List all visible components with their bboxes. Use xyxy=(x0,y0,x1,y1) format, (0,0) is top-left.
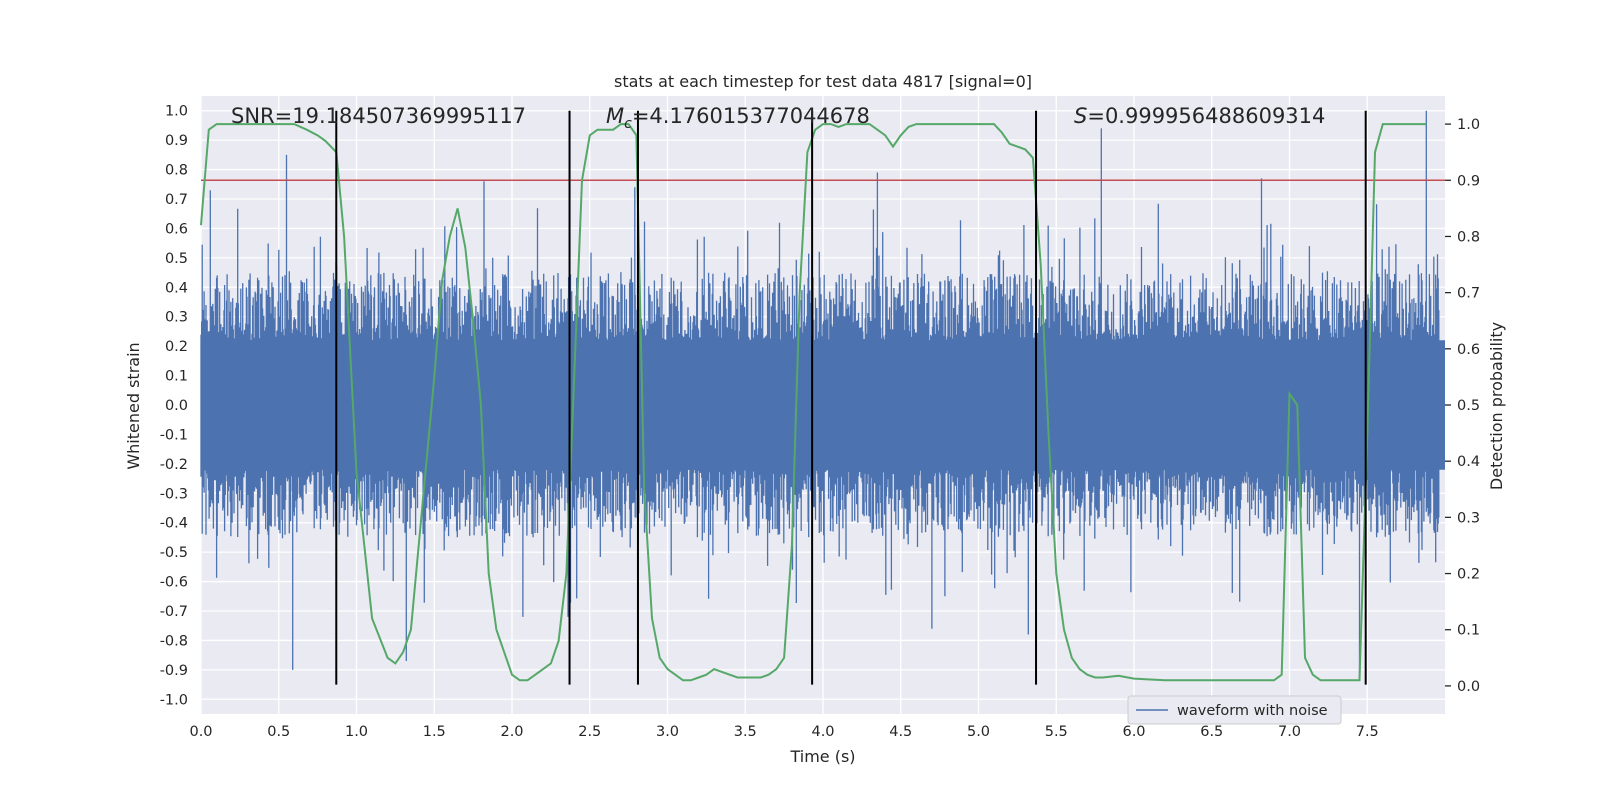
y-left-tick-label: 0.7 xyxy=(165,192,188,208)
y-left-tick-label: -0.1 xyxy=(160,427,188,443)
y-right-tick-label: 0.4 xyxy=(1457,454,1480,470)
x-axis-ticks: 0.0 0.5 1.0 1.5 2.0 2.5 3.0 3.5 4.0 4.5 5.0 5.5 6.0 6… xyxy=(189,724,1378,740)
legend: waveform with noise xyxy=(1127,695,1342,725)
chart-title: stats at each timestep for test data 481… xyxy=(614,72,1032,91)
s-symbol: S xyxy=(1074,104,1087,128)
y-left-axis-ticks: 1.0 0.9 0.8 0.7 0.6 0.5 0.4 0.3 0.2 0.1 0.0 -0.1 -0.… xyxy=(160,104,188,709)
y-left-tick-label: -0.3 xyxy=(160,486,188,502)
y-right-tick-label: 0.8 xyxy=(1457,229,1480,245)
x-tick-label: 1.0 xyxy=(345,724,368,740)
waveform-line xyxy=(200,110,1440,679)
x-tick-label: 7.5 xyxy=(1356,724,1379,740)
y-left-tick-label: 0.3 xyxy=(165,310,188,326)
snr-annotation: SNR=19.184507369995117 xyxy=(231,104,526,128)
y-left-tick-label: -0.4 xyxy=(160,516,188,532)
y-right-tick-label: 0.3 xyxy=(1457,510,1480,526)
y-right-tick-label: 1.0 xyxy=(1457,117,1480,133)
y-left-tick-label: -0.6 xyxy=(160,575,188,591)
y-right-tick-label: 0.2 xyxy=(1457,567,1480,583)
x-tick-label: 5.0 xyxy=(967,724,990,740)
x-axis-label: Time (s) xyxy=(789,747,855,766)
y-left-tick-label: 0.6 xyxy=(165,221,188,237)
legend-box xyxy=(1127,695,1342,725)
y-left-tick-label: -0.9 xyxy=(160,663,188,679)
x-tick-label: 4.5 xyxy=(889,724,912,740)
y-left-axis-label: Whitened strain xyxy=(124,342,143,469)
y-right-axis-label: Detection probability xyxy=(1487,322,1506,490)
y-left-tick-label: 0.2 xyxy=(165,339,188,355)
y-right-tick-label: 0.5 xyxy=(1457,398,1480,414)
y-left-tick-label: 0.0 xyxy=(165,398,188,414)
x-tick-label: 1.5 xyxy=(423,724,446,740)
x-tick-label: 5.5 xyxy=(1045,724,1068,740)
chirp-mass-subscript: c xyxy=(624,116,632,132)
y-right-tick-label: 0.1 xyxy=(1457,623,1480,639)
y-left-tick-label: 1.0 xyxy=(165,104,188,120)
x-tick-label: 0.0 xyxy=(189,724,212,740)
detection-probability-series xyxy=(200,123,1427,682)
plot-area xyxy=(200,96,1445,714)
y-left-tick-label: -0.5 xyxy=(160,545,188,561)
y-right-tick-label: 0.9 xyxy=(1457,173,1480,189)
y-right-tick-label: 0.7 xyxy=(1457,286,1480,302)
y-right-tick-label: 0.0 xyxy=(1457,679,1480,695)
y-left-tick-label: -0.2 xyxy=(160,457,188,473)
detection-probability-line xyxy=(200,123,1427,682)
y-right-axis-ticks: 1.0 0.9 0.8 0.7 0.6 0.5 0.4 0.3 0.2 0.1 0.0 xyxy=(1445,117,1480,695)
segment-boundaries xyxy=(335,110,1367,685)
y-left-tick-label: -0.7 xyxy=(160,604,188,620)
y-left-tick-label: 0.1 xyxy=(165,369,188,385)
x-tick-label: 6.5 xyxy=(1200,724,1223,740)
x-tick-label: 2.5 xyxy=(578,724,601,740)
waveform-series xyxy=(200,110,1445,679)
y-right-tick-label: 0.6 xyxy=(1457,342,1480,358)
s-annotation: S=0.999956488609314 xyxy=(1074,104,1325,128)
x-tick-label: 4.0 xyxy=(811,724,834,740)
y-left-tick-label: 0.5 xyxy=(165,251,188,267)
x-tick-label: 3.0 xyxy=(656,724,679,740)
x-tick-label: 3.5 xyxy=(734,724,757,740)
y-left-tick-label: 0.9 xyxy=(165,133,188,149)
x-tick-label: 7.0 xyxy=(1278,724,1301,740)
y-left-tick-label: 0.4 xyxy=(165,280,188,296)
x-tick-label: 0.5 xyxy=(267,724,290,740)
y-left-tick-label: -0.8 xyxy=(160,633,188,649)
legend-label-waveform: waveform with noise xyxy=(1177,703,1328,719)
chirp-mass-value: =4.176015377044678 xyxy=(632,104,870,128)
x-tick-label: 6.0 xyxy=(1122,724,1145,740)
x-tick-label: 2.0 xyxy=(500,724,523,740)
y-left-tick-label: 0.8 xyxy=(165,163,188,179)
chirp-mass-symbol: M xyxy=(606,104,624,128)
s-value: =0.999956488609314 xyxy=(1087,104,1325,128)
y-left-tick-label: -1.0 xyxy=(160,692,188,708)
chirp-mass-annotation: Mc=4.176015377044678 xyxy=(606,104,870,132)
